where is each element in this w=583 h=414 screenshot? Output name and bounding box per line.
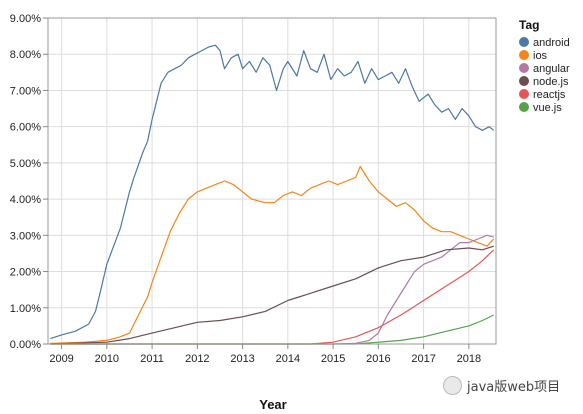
axes <box>47 17 497 345</box>
x-tick-label: 2010 <box>95 353 119 365</box>
series-lines <box>50 44 495 345</box>
y-tick-label: 9.00% <box>10 13 41 25</box>
legend-label-ios: ios <box>533 50 548 62</box>
series-line-android <box>50 44 495 340</box>
x-tick-label: 2017 <box>411 353 435 365</box>
y-axis-ticks: 0.00% 1.00% 2.00% 3.00% 4.00% 5.00% 6.00% 7.00%… <box>10 13 48 351</box>
watermark-text: java版web项目 <box>467 380 561 395</box>
wechat-icon <box>443 376 462 395</box>
y-tick-label: 5.00% <box>10 158 41 170</box>
plot-frame <box>47 17 497 345</box>
y-tick-label: 1.00% <box>10 303 41 315</box>
x-tick-label: 2009 <box>49 353 73 365</box>
legend-title: Tag <box>519 18 539 32</box>
series-line-reactjs <box>50 249 495 345</box>
series-line-vue-js <box>50 314 494 345</box>
x-tick-label: 2015 <box>321 353 345 365</box>
legend-label-reactjs: reactjs <box>533 89 566 101</box>
x-axis-ticks: 2009 2010 2011 2012 2013 2014 2015 2016 2017 2018 <box>49 344 481 365</box>
legend-swatch-node-js <box>519 76 529 86</box>
watermark: java版web项目 <box>443 376 560 395</box>
series-line-angular <box>50 234 494 345</box>
y-tick-label: 2.00% <box>10 267 41 279</box>
x-tick-label: 2011 <box>140 353 164 365</box>
legend-swatch-reactjs <box>519 89 529 99</box>
legend: Tag androidiosangularnode.jsreactjsvue.j… <box>519 18 570 114</box>
x-tick-label: 2014 <box>276 353 300 365</box>
legend-label-angular: angular <box>533 63 570 75</box>
y-tick-label: 4.00% <box>10 194 41 206</box>
y-tick-label: 6.00% <box>10 122 41 134</box>
x-tick-label: 2018 <box>457 353 481 365</box>
series-line-node-js <box>50 245 494 345</box>
legend-label-vue-js: vue.js <box>533 102 562 114</box>
legend-swatch-vue-js <box>519 102 529 112</box>
y-tick-label: 8.00% <box>10 49 41 61</box>
x-tick-label: 2016 <box>366 353 390 365</box>
legend-swatch-android <box>519 37 529 47</box>
gridlines <box>48 17 496 345</box>
legend-label-android: android <box>533 37 570 49</box>
series-line-ios <box>50 165 495 344</box>
legend-swatch-angular <box>519 63 529 73</box>
y-tick-label: 3.00% <box>10 230 41 242</box>
y-tick-label: 0.00% <box>10 339 41 351</box>
legend-label-node-js: node.js <box>533 76 569 88</box>
x-tick-label: 2013 <box>230 353 254 365</box>
x-tick-label: 2012 <box>185 353 209 365</box>
x-axis-title: Year <box>259 397 286 412</box>
y-tick-label: 7.00% <box>10 85 41 97</box>
legend-swatch-ios <box>519 50 529 60</box>
